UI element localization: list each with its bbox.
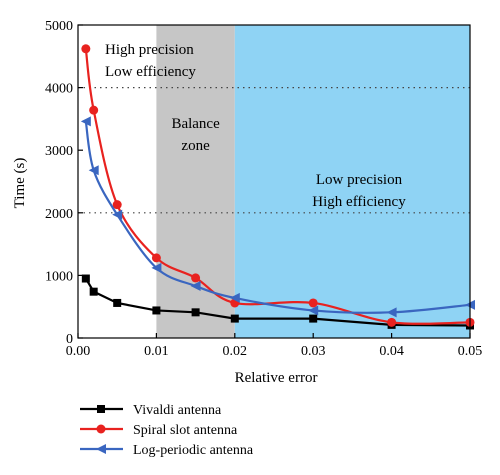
- point-spiral-slot-antenna-2: [112, 200, 122, 210]
- point-log-periodic-antenna-6: [308, 305, 319, 316]
- legend: Vivaldi antenna Spiral slot antenna Log-pe…: [80, 403, 254, 458]
- legend-label-log-periodic-antenna: Log-periodic antenna: [133, 443, 254, 458]
- zone-backgrounds: [78, 25, 470, 338]
- point-log-periodic-antenna-4: [190, 281, 201, 292]
- point-log-periodic-antenna-2: [112, 209, 123, 220]
- zone-2-background: [234, 25, 470, 338]
- axes: 0.00 0.01 0.02 0.03 0.04 0.05 0 1000 2000 3000 400…: [45, 19, 482, 359]
- legend-marker-vivaldi-antenna: [97, 405, 105, 413]
- y-tick-label-1: 1000: [45, 269, 73, 284]
- y-tick-label-3: 3000: [45, 144, 73, 159]
- y-tick-label-4: 4000: [45, 82, 73, 97]
- x-tick-label-2: 0.02: [223, 344, 248, 359]
- zone-0-label-line-1: Low efficiency: [105, 64, 196, 80]
- point-log-periodic-antenna-0: [80, 116, 91, 127]
- zone-0-label-line-0: High precision: [105, 42, 194, 58]
- x-tick-label-5: 0.05: [458, 344, 483, 359]
- point-vivaldi-antenna-6: [309, 314, 318, 323]
- point-spiral-slot-antenna-4: [191, 273, 201, 283]
- zone-2-label-line-0: Low precision: [316, 172, 403, 188]
- point-log-periodic-antenna-5: [229, 292, 240, 303]
- legend-label-spiral-slot-antenna: Spiral slot antenna: [133, 423, 238, 438]
- point-spiral-slot-antenna-0: [81, 44, 91, 54]
- zone-2-label-line-1: High efficiency: [312, 194, 406, 210]
- point-vivaldi-antenna-2: [113, 298, 122, 307]
- point-vivaldi-antenna-3: [152, 306, 161, 315]
- y-axis-title: Time (s): [12, 158, 28, 209]
- y-tick-label-5: 5000: [45, 19, 73, 34]
- zone-1-label-line-1: zone: [181, 138, 210, 154]
- point-vivaldi-antenna-0: [81, 274, 90, 283]
- legend-label-vivaldi-antenna: Vivaldi antenna: [133, 403, 222, 418]
- x-tick-label-0: 0.00: [66, 344, 91, 359]
- legend-marker-log-periodic-antenna: [96, 444, 106, 454]
- point-vivaldi-antenna-1: [89, 287, 98, 296]
- point-log-periodic-antenna-7: [386, 307, 397, 318]
- point-spiral-slot-antenna-7: [387, 317, 397, 327]
- x-tick-label-4: 0.04: [379, 344, 404, 359]
- point-vivaldi-antenna-5: [230, 314, 239, 323]
- legend-marker-spiral-slot-antenna: [96, 424, 106, 434]
- zone-labels: High precision Low efficiency Balance zone L…: [105, 42, 406, 210]
- x-axis-title: Relative error: [235, 370, 318, 386]
- x-tick-label-1: 0.01: [144, 344, 169, 359]
- point-spiral-slot-antenna-1: [89, 105, 99, 115]
- point-log-periodic-antenna-1: [88, 165, 99, 176]
- point-vivaldi-antenna-4: [191, 308, 200, 317]
- plot-frame: [77, 24, 471, 339]
- x-tick-label-3: 0.03: [301, 344, 326, 359]
- point-spiral-slot-antenna-6: [308, 298, 318, 308]
- zone-1-label-line-0: Balance: [171, 116, 220, 132]
- point-spiral-slot-antenna-3: [151, 253, 161, 263]
- y-tick-label-0: 0: [66, 332, 73, 347]
- point-log-periodic-antenna-3: [151, 262, 162, 273]
- y-tick-label-2: 2000: [45, 207, 73, 222]
